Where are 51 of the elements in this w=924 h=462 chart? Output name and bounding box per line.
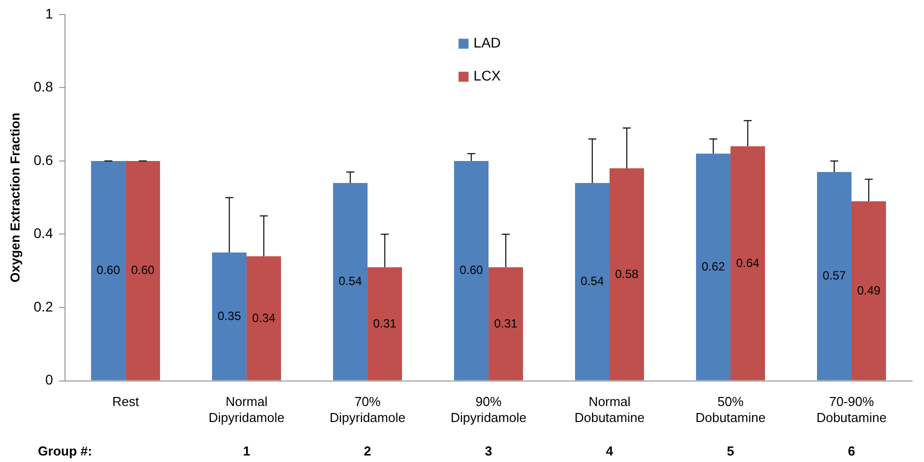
bar bbox=[696, 154, 731, 380]
legend-label: LCX bbox=[474, 68, 502, 84]
data-label: 0.54 bbox=[580, 274, 604, 288]
text: 2 bbox=[364, 444, 372, 459]
text: 6 bbox=[848, 444, 856, 459]
bar bbox=[368, 267, 402, 380]
data-label: 0.64 bbox=[736, 256, 760, 270]
y-tick-label: 0.8 bbox=[34, 78, 54, 95]
data-label: 0.31 bbox=[494, 316, 518, 330]
bar bbox=[575, 182, 610, 380]
data-label: 0.60 bbox=[460, 263, 484, 278]
text: 1 bbox=[242, 444, 250, 459]
text: 4 bbox=[606, 444, 614, 459]
data-label: 0.49 bbox=[857, 283, 881, 298]
bar bbox=[817, 172, 852, 380]
data-label: 0.62 bbox=[702, 260, 726, 274]
bar bbox=[246, 256, 282, 380]
text: 3 bbox=[484, 444, 492, 459]
data-label: 0.34 bbox=[252, 310, 276, 325]
bar bbox=[730, 146, 765, 380]
x-tick-label: 70% Dipyridamole bbox=[330, 394, 406, 425]
data-label: 0.35 bbox=[218, 308, 242, 323]
y-axis-title: Oxygen Extraction Fraction bbox=[7, 112, 22, 282]
y-tick-label: 1 bbox=[45, 5, 54, 22]
x-tick-label: 90% Dipyridamole bbox=[450, 394, 526, 425]
data-label: 0.57 bbox=[822, 268, 846, 283]
x-tick-label: Normal Dipyridamole bbox=[208, 394, 284, 425]
bar bbox=[852, 201, 886, 380]
bar bbox=[610, 168, 644, 380]
y-tick-label: 0.6 bbox=[34, 152, 54, 168]
legend-label: LAD bbox=[474, 34, 501, 51]
x-tick-label: 70-90% Dobutamine bbox=[816, 394, 887, 425]
y-tick-label: 0.2 bbox=[34, 298, 54, 314]
data-label: 0.60 bbox=[96, 263, 120, 278]
bar bbox=[454, 160, 489, 380]
bar bbox=[91, 160, 126, 380]
text: 5 bbox=[726, 444, 734, 459]
data-label: 0.54 bbox=[338, 274, 362, 288]
y-tick-label: 0.4 bbox=[34, 225, 54, 242]
data-label: 0.60 bbox=[131, 263, 155, 278]
y-tick-label: 0 bbox=[45, 372, 54, 388]
bar bbox=[212, 252, 247, 380]
data-label: 0.58 bbox=[615, 266, 639, 281]
x-tick-label: Normal Dobutamine bbox=[574, 394, 645, 425]
x-tick-label: Rest bbox=[112, 394, 140, 410]
bar bbox=[333, 182, 368, 380]
data-label: 0.31 bbox=[373, 316, 397, 330]
bar bbox=[126, 160, 160, 380]
x-tick-label: 50% Dobutamine bbox=[695, 394, 766, 425]
bar bbox=[488, 267, 524, 380]
text: Group #: bbox=[38, 444, 92, 459]
